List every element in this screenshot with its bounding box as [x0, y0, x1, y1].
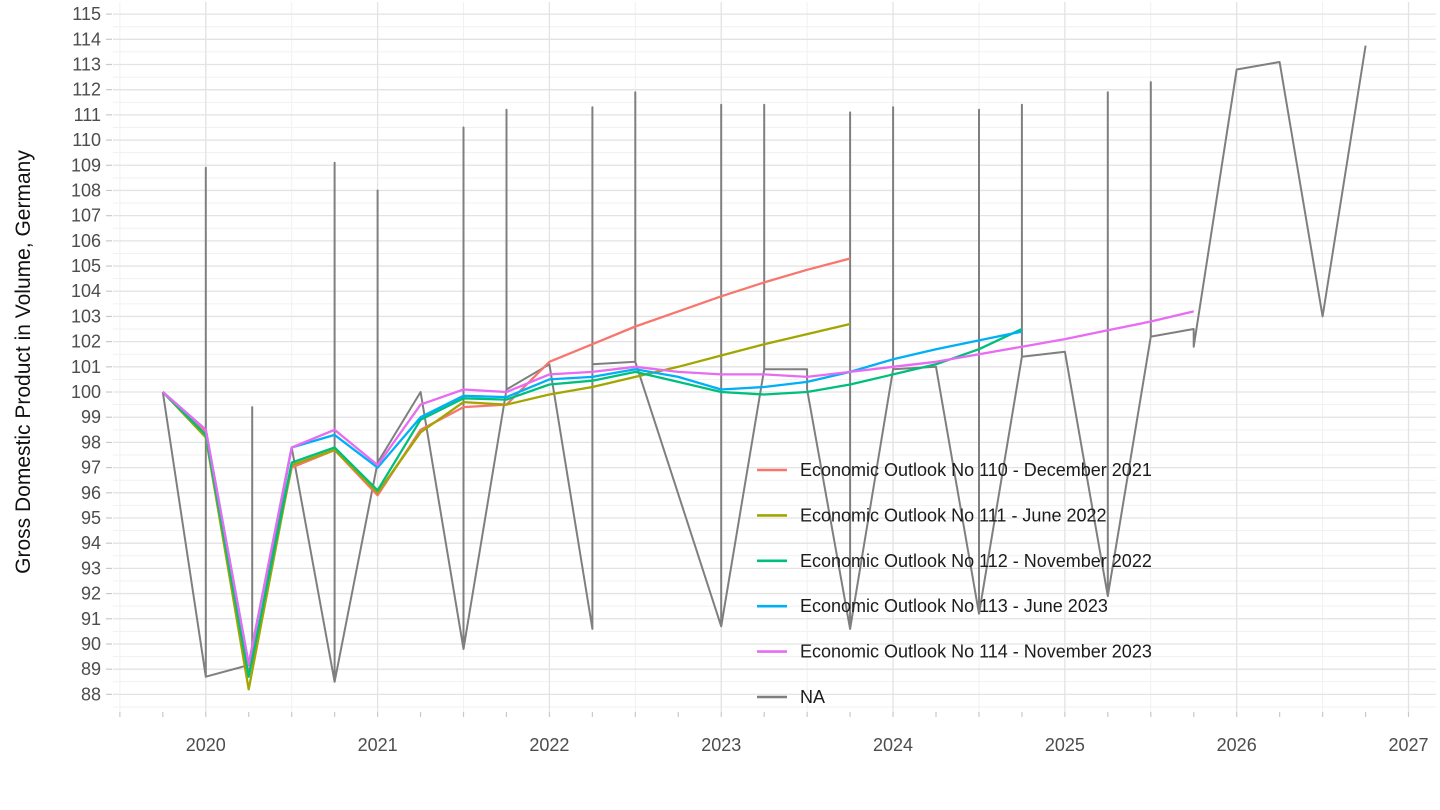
y-tick-label: 89 [81, 659, 101, 679]
y-tick-label: 93 [81, 558, 101, 578]
series-line-1132023 [162, 330, 1023, 666]
y-tick-label: 113 [72, 54, 101, 74]
series-line-na [161, 45, 1367, 683]
legend-item: Economic Outlook No 113 - June 2023 [757, 596, 1108, 616]
y-tick-label: 102 [71, 332, 101, 352]
y-tick-label: 114 [72, 29, 101, 49]
x-tick-label: 2021 [358, 735, 398, 755]
x-tick-label: 2022 [529, 735, 569, 755]
series-line-1112022 [161, 322, 851, 691]
y-tick-label: 101 [71, 357, 101, 377]
y-tick-label: 100 [71, 382, 101, 402]
y-tick-label: 111 [74, 105, 101, 125]
series-line-1122022 [161, 327, 1023, 678]
y-tick-label: 110 [72, 130, 101, 150]
data-series-lines [161, 45, 1367, 691]
legend-item: Economic Outlook No 111 - June 2022 [757, 505, 1107, 525]
y-axis-title: Gross Domestic Product in Volume, German… [12, 150, 35, 574]
legend-label: Economic Outlook No 111 - June 2022 [800, 505, 1107, 525]
series-line-1142023 [162, 310, 1194, 666]
y-tick-label: 88 [81, 684, 101, 704]
y-axis-labels: 88 89 90 91 92 93 94 95 96 97 98 99 100 101 102 103 104 1… [71, 4, 101, 704]
x-tick-label: 2024 [873, 735, 913, 755]
y-tick-label: 109 [71, 155, 101, 175]
chart-legend: Economic Outlook No 110 - December 2021 E… [757, 460, 1152, 707]
legend-label: Economic Outlook No 114 - November 2023 [800, 642, 1152, 662]
y-tick-label: 105 [71, 256, 101, 276]
y-tick-label: 91 [81, 609, 101, 629]
legend-label: Economic Outlook No 113 - June 2023 [800, 596, 1108, 616]
x-axis-labels: 2020 2021 2022 2023 2024 2025 2026 2027 [186, 735, 1429, 755]
y-tick-label: 99 [81, 407, 101, 427]
y-tick-label: 106 [71, 231, 101, 251]
y-tick-label: 103 [71, 306, 101, 326]
y-tick-label: 107 [71, 206, 101, 226]
x-tick-label: 2026 [1217, 735, 1257, 755]
legend-label: Economic Outlook No 112 - November 2022 [800, 551, 1152, 571]
legend-item: Economic Outlook No 110 - December 2021 [757, 460, 1152, 480]
legend-item: NA [757, 687, 825, 707]
y-tick-label: 94 [81, 533, 101, 553]
legend-item: Economic Outlook No 112 - November 2022 [757, 551, 1152, 571]
x-tick-label: 2027 [1388, 735, 1428, 755]
y-tick-label: 112 [72, 80, 101, 100]
legend-label: NA [800, 687, 825, 707]
legend-item: Economic Outlook No 114 - November 2023 [757, 642, 1152, 662]
x-tick-label: 2023 [701, 735, 741, 755]
y-tick-label: 95 [81, 508, 101, 528]
x-tick-label: 2025 [1045, 735, 1085, 755]
y-tick-label: 90 [81, 634, 101, 654]
y-tick-label: 115 [72, 4, 101, 24]
y-tick-label: 104 [71, 281, 101, 301]
y-tick-label: 92 [81, 584, 101, 604]
y-tick-label: 98 [81, 432, 101, 452]
x-tick-label: 2020 [186, 735, 226, 755]
axis-tick-marks [106, 13, 1410, 717]
legend-label: Economic Outlook No 110 - December 2021 [800, 460, 1152, 480]
y-tick-label: 96 [81, 483, 101, 503]
y-tick-label: 97 [81, 458, 101, 478]
y-tick-label: 108 [71, 180, 101, 200]
